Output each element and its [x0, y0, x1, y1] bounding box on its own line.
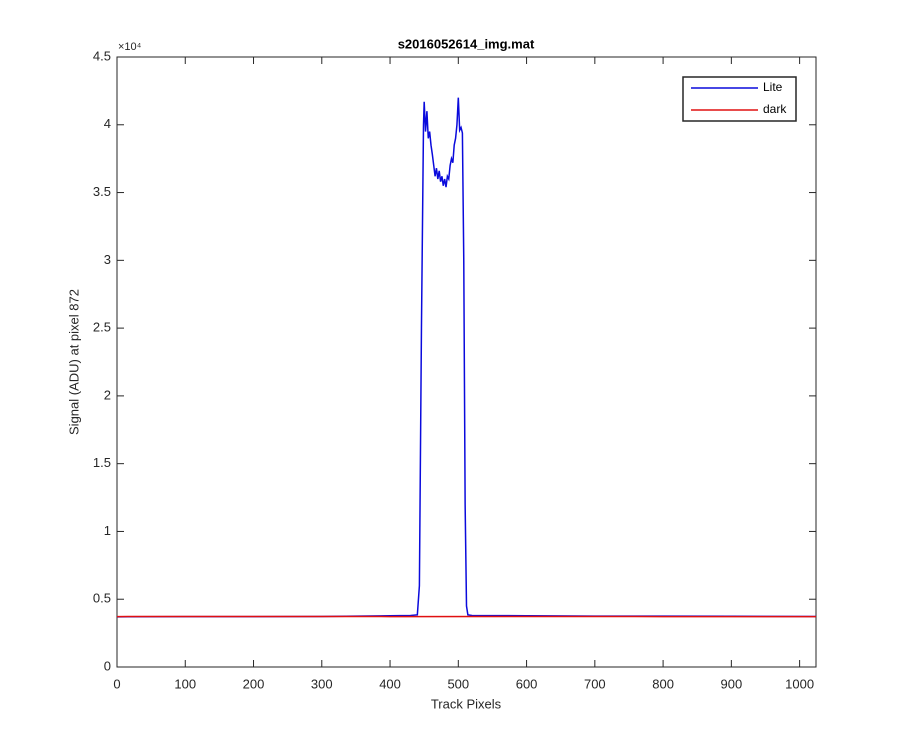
y-tick-label: 1: [104, 523, 111, 538]
x-tick-label: 500: [447, 676, 469, 691]
y-tick-label: 3: [104, 252, 111, 267]
x-tick-label: 800: [652, 676, 674, 691]
y-tick-label: 2: [104, 387, 111, 402]
y-axis-label: Signal (ADU) at pixel 872: [66, 289, 81, 435]
y-tick-label: 0: [104, 658, 111, 673]
legend-label: dark: [763, 102, 787, 116]
legend-box: [682, 76, 797, 122]
x-tick-label: 600: [516, 676, 538, 691]
x-tick-label: 0: [113, 676, 120, 691]
x-tick-label: 900: [721, 676, 743, 691]
series-line: [116, 97, 817, 618]
y-exponent-label: ×10⁴: [118, 41, 142, 53]
y-tick-label: 4.5: [93, 48, 111, 63]
x-tick-label: 300: [311, 676, 333, 691]
x-tick-label: 200: [243, 676, 265, 691]
y-tick-label: 2.5: [93, 320, 111, 335]
x-tick-label: 1000: [785, 676, 814, 691]
y-tick-label: 3.5: [93, 184, 111, 199]
y-tick-label: 4: [104, 116, 111, 131]
y-tick-label: 0.5: [93, 591, 111, 606]
x-tick-label: 700: [584, 676, 606, 691]
x-axis-label: Track Pixels: [431, 696, 502, 711]
legend-label: Lite: [763, 80, 783, 94]
x-tick-label: 100: [174, 676, 196, 691]
y-tick-label: 1.5: [93, 455, 111, 470]
chart-title: s2016052614_img.mat: [398, 36, 535, 51]
x-tick-label: 400: [379, 676, 401, 691]
